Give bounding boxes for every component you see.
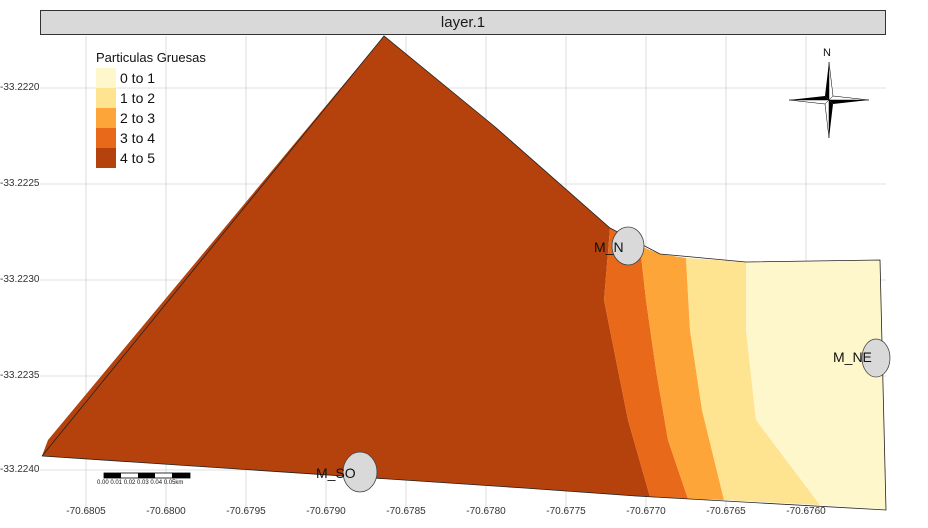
legend-label: 2 to 3 [120,110,156,126]
north-label: N [823,47,831,59]
panel-title: layer.1 [40,10,886,35]
raster-class-3-to-4 [604,228,688,499]
legend-swatch [96,148,116,168]
y-tick-label: -33.2240 [0,464,40,475]
north-arrow-icon [788,61,870,139]
raster-classes [42,36,886,510]
scale-bar [103,472,191,479]
raster-class-0-to-1 [746,260,886,510]
raster-class-2-to-3 [640,246,724,500]
x-tick-label: -70.6795 [226,506,266,517]
legend-item: 2 to 3 [96,108,206,128]
legend-label: 1 to 2 [120,90,156,106]
station-label-m-ne: M_NE [833,349,872,365]
legend-label: 4 to 5 [120,150,156,166]
station-marker-m-ne[interactable] [861,338,891,378]
legend: Particulas Gruesas 0 to 1 1 to 2 2 to 3 3 t… [96,50,206,168]
y-tick-label: -33.2235 [0,370,40,381]
legend-title: Particulas Gruesas [96,50,206,65]
legend-item: 1 to 2 [96,88,206,108]
station-markers [342,226,891,493]
station-marker-m-so[interactable] [342,451,378,493]
station-label-m-so: M_SO [316,465,356,481]
legend-swatch [96,68,116,88]
legend-label: 3 to 4 [120,130,156,146]
raster-class-4-to-5 [42,36,650,497]
study-area-outline [41,35,887,511]
legend-swatch [96,128,116,148]
legend-item: 3 to 4 [96,128,206,148]
station-label-m-n: M_N [594,239,624,255]
y-tick-label: -33.2230 [0,274,40,285]
y-tick-label: -33.2220 [0,82,40,93]
legend-swatch [96,88,116,108]
legend-item: 4 to 5 [96,148,206,168]
x-tick-label: -70.6790 [306,506,346,517]
legend-label: 0 to 1 [120,70,156,86]
x-tick-label: -70.6800 [146,506,186,517]
x-tick-label: -70.6805 [66,506,106,517]
x-tick-label: -70.6770 [626,506,666,517]
y-tick-label: -33.2225 [0,178,40,189]
legend-item: 0 to 1 [96,68,206,88]
x-tick-label: -70.6780 [466,506,506,517]
scale-bar-label: 0.00 0.01 0.02 0.03 0.04 0.05km [97,480,184,486]
x-tick-label: -70.6775 [546,506,586,517]
x-tick-label: -70.6760 [786,506,826,517]
legend-swatch [96,108,116,128]
raster-class-1-to-2 [686,258,820,505]
x-tick-label: -70.6785 [386,506,426,517]
x-tick-label: -70.6765 [706,506,746,517]
station-marker-m-n[interactable] [611,226,645,266]
